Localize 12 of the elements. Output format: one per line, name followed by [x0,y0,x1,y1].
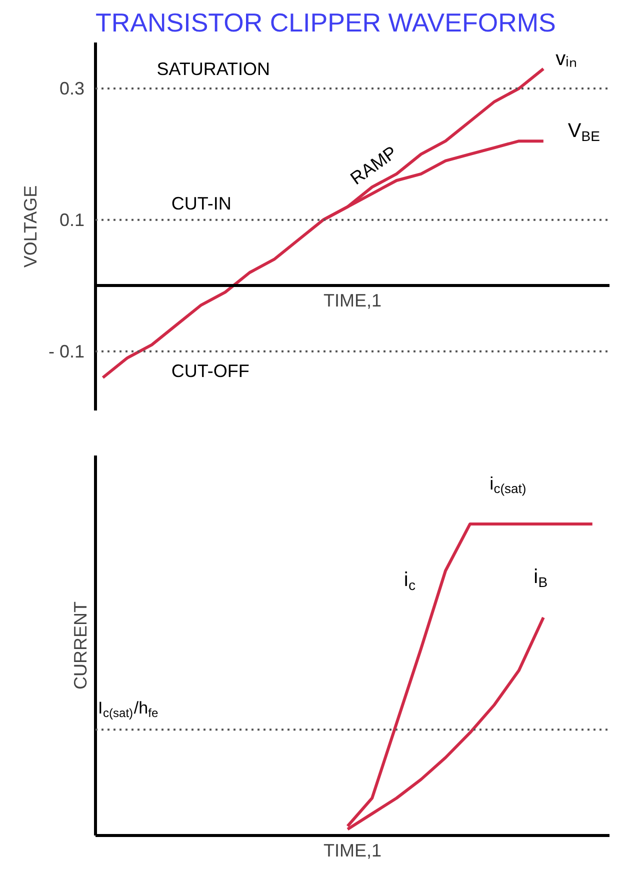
annotation: SATURATION [156,58,270,79]
annotation: CUT-OFF [171,361,250,382]
y-axis-title: CURRENT [70,601,90,690]
x-axis-title: TIME,1 [323,290,382,310]
annotation: CUT-IN [171,194,232,214]
y-tick-label: 0.3 [59,78,85,98]
y-tick-label: - 0.1 [48,341,85,362]
y-tick-label: 0.1 [59,210,85,230]
x-axis-title: TIME,1 [323,840,382,860]
series-label: vᵢₙ [556,48,577,70]
y-axis-title: VOLTAGE [20,185,40,268]
chart-title: TRANSISTOR CLIPPER WAVEFORMS [96,8,556,38]
